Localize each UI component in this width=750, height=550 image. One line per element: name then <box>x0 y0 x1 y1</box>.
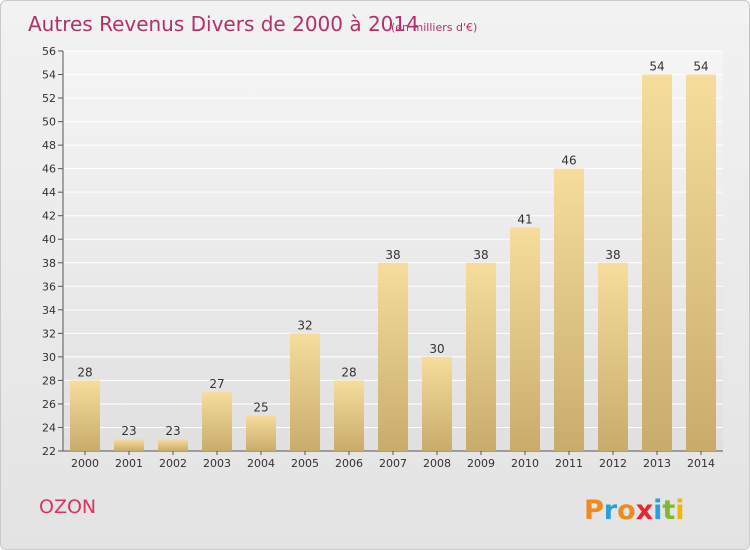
y-tick-label: 38 <box>42 257 56 270</box>
logo-letter: t <box>662 495 675 526</box>
data-label-2010: 41 <box>517 212 532 226</box>
logo-letter: x <box>636 495 653 526</box>
data-label-2006: 28 <box>341 365 356 379</box>
y-tick-label: 34 <box>42 304 56 317</box>
logo-letter: r <box>604 495 618 526</box>
data-label-2005: 32 <box>297 318 312 332</box>
bar-2013 <box>642 74 672 451</box>
logo-letter: i <box>675 495 684 526</box>
grid-lines <box>63 50 723 452</box>
data-label-2008: 30 <box>429 342 444 356</box>
y-tick-label: 54 <box>42 69 56 82</box>
bar-2011 <box>554 168 584 451</box>
x-tick-label: 2007 <box>379 457 407 470</box>
bar-2007 <box>378 262 408 451</box>
data-labels: 28 23 23 27 25 32 28 38 30 38 41 46 38 54 54 <box>77 60 708 439</box>
y-tick-label: 30 <box>42 351 56 364</box>
bar-2009 <box>466 262 496 451</box>
y-tick-label: 48 <box>42 139 56 152</box>
data-label-2007: 38 <box>385 248 400 262</box>
bar-2002 <box>158 439 188 451</box>
y-tick-label: 56 <box>42 45 56 58</box>
bar-2012 <box>598 262 628 451</box>
y-tick-label: 46 <box>42 163 56 176</box>
bar-2001 <box>114 439 144 451</box>
x-tick-label: 2009 <box>467 457 495 470</box>
bar-2003 <box>202 392 232 451</box>
y-tick-label: 26 <box>42 398 56 411</box>
x-tick-label: 2012 <box>599 457 627 470</box>
commune-name: OZON <box>39 496 96 518</box>
logo-letter: P <box>584 495 604 526</box>
y-tick-label: 52 <box>42 92 56 105</box>
data-label-2002: 23 <box>165 424 180 438</box>
y-tick-label: 50 <box>42 116 56 129</box>
y-tick-label: 36 <box>42 280 56 293</box>
x-tick-label: 2014 <box>687 457 715 470</box>
data-label-2000: 28 <box>77 365 92 379</box>
y-tick-label: 24 <box>42 421 56 434</box>
data-label-2001: 23 <box>121 424 136 438</box>
y-tick-label: 44 <box>42 186 56 199</box>
data-label-2004: 25 <box>253 401 268 415</box>
bar-2014 <box>686 74 716 451</box>
bar-2000 <box>70 380 100 451</box>
x-tick-label: 2004 <box>247 457 275 470</box>
x-tick-label: 2003 <box>203 457 231 470</box>
y-tick-label: 40 <box>42 233 56 246</box>
x-tick-label: 2013 <box>643 457 671 470</box>
data-label-2009: 38 <box>473 248 488 262</box>
chart-title: Autres Revenus Divers de 2000 à 2014 <box>28 12 419 36</box>
x-tick-label: 2000 <box>71 457 99 470</box>
x-tick-label: 2005 <box>291 457 319 470</box>
data-label-2012: 38 <box>605 248 620 262</box>
x-tick-label: 2002 <box>159 457 187 470</box>
bar-2006 <box>334 380 364 451</box>
logo-letter: i <box>653 495 662 526</box>
x-tick-label: 2008 <box>423 457 451 470</box>
x-tick-label: 2010 <box>511 457 539 470</box>
x-tick-label: 2006 <box>335 457 363 470</box>
data-label-2003: 27 <box>209 377 224 391</box>
bar-2005 <box>290 333 320 451</box>
y-tick-label: 42 <box>42 210 56 223</box>
proxiti-logo: Proxiti <box>584 495 685 526</box>
chart-subtitle: (en milliers d'€) <box>391 21 477 34</box>
bar-2004 <box>246 415 276 451</box>
data-label-2011: 46 <box>561 154 576 168</box>
y-tick-label: 22 <box>42 445 56 458</box>
bar-2010 <box>510 227 540 451</box>
logo-letter: o <box>617 495 636 526</box>
x-tick-label: 2001 <box>115 457 143 470</box>
data-label-2013: 54 <box>649 60 664 74</box>
x-tick-label: 2011 <box>555 457 583 470</box>
data-label-2014: 54 <box>693 60 708 74</box>
bar-2008 <box>422 356 452 451</box>
bars <box>70 74 716 451</box>
y-tick-label: 28 <box>42 374 56 387</box>
y-tick-label: 32 <box>42 327 56 340</box>
